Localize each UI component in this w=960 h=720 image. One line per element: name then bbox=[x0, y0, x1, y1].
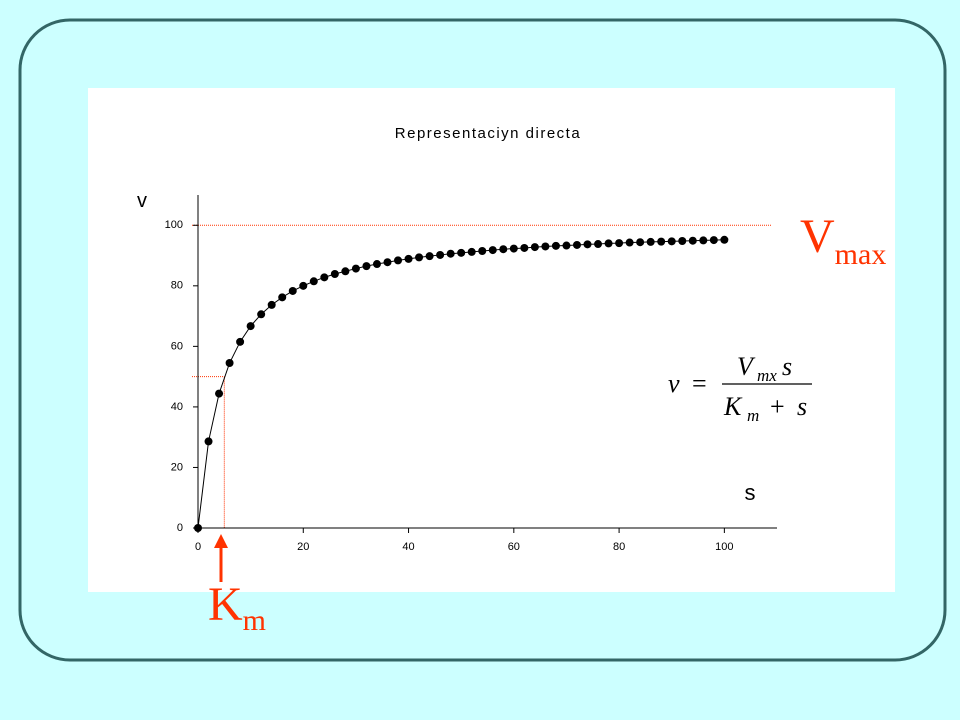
data-point bbox=[225, 359, 234, 368]
data-point bbox=[509, 244, 518, 253]
data-point bbox=[236, 337, 245, 346]
data-point bbox=[699, 236, 708, 245]
y-tick-label: 80 bbox=[171, 280, 183, 292]
eq-den-s: s bbox=[797, 392, 807, 421]
data-point bbox=[615, 239, 624, 248]
data-point bbox=[194, 524, 202, 532]
data-point bbox=[636, 238, 645, 247]
y-tick-label: 100 bbox=[165, 219, 183, 231]
km-main: K bbox=[208, 578, 243, 631]
data-point bbox=[404, 254, 413, 263]
data-point bbox=[267, 300, 276, 309]
data-point bbox=[688, 236, 697, 245]
data-point bbox=[372, 260, 381, 269]
data-point bbox=[415, 253, 424, 262]
data-point bbox=[709, 236, 718, 245]
x-tick-label: 60 bbox=[508, 541, 520, 553]
data-point bbox=[215, 389, 224, 398]
data-point bbox=[457, 248, 466, 257]
eq-den-k: K bbox=[723, 392, 743, 421]
data-point bbox=[425, 252, 434, 261]
x-tick-label: 40 bbox=[402, 541, 414, 553]
data-point bbox=[604, 239, 613, 248]
equation: v = V mx s K m + s bbox=[668, 352, 812, 425]
data-point bbox=[646, 237, 655, 246]
data-point bbox=[572, 240, 581, 249]
data-point bbox=[488, 246, 497, 255]
data-point bbox=[351, 264, 360, 273]
data-point bbox=[720, 235, 729, 244]
km-arrow-head bbox=[214, 534, 228, 548]
x-tick-label: 100 bbox=[715, 541, 733, 553]
chart-title: Representaciyn directa bbox=[395, 125, 581, 142]
data-point bbox=[530, 243, 539, 252]
data-point bbox=[583, 240, 592, 249]
data-point bbox=[436, 250, 445, 259]
eq-num-v: V bbox=[737, 352, 756, 381]
y-axis-label: v bbox=[137, 190, 147, 212]
data-point bbox=[394, 256, 403, 265]
x-tick-label: 80 bbox=[613, 541, 625, 553]
data-point bbox=[625, 238, 634, 247]
data-point bbox=[383, 258, 392, 267]
y-tick-label: 40 bbox=[171, 401, 183, 413]
data-point bbox=[520, 243, 529, 252]
data-point bbox=[551, 241, 560, 250]
data-point bbox=[678, 237, 687, 246]
km-sub: m bbox=[243, 604, 266, 637]
data-point bbox=[667, 237, 676, 246]
chart-area bbox=[88, 88, 895, 592]
data-point bbox=[309, 277, 318, 286]
vmax-main: V bbox=[800, 210, 835, 263]
eq-den-sub: m bbox=[747, 406, 759, 425]
y-tick-label: 60 bbox=[171, 340, 183, 352]
data-point bbox=[288, 286, 297, 295]
data-point bbox=[362, 262, 371, 271]
x-tick-label: 0 bbox=[195, 541, 201, 553]
data-point bbox=[541, 242, 550, 251]
y-tick-label: 0 bbox=[177, 522, 183, 534]
x-axis-label: s bbox=[745, 480, 756, 505]
km-annotation: Km bbox=[208, 578, 266, 637]
eq-den-plus: + bbox=[770, 392, 785, 421]
data-point bbox=[499, 245, 508, 254]
x-tick-label: 20 bbox=[297, 541, 309, 553]
data-point bbox=[204, 437, 213, 446]
data-point bbox=[478, 247, 487, 256]
y-tick-label: 20 bbox=[171, 461, 183, 473]
data-point bbox=[594, 240, 603, 249]
eq-sign: = bbox=[692, 369, 707, 398]
data-point bbox=[257, 310, 266, 319]
data-point bbox=[341, 267, 350, 276]
data-point bbox=[299, 281, 308, 290]
data-point bbox=[467, 247, 476, 256]
data-point bbox=[657, 237, 666, 246]
data-point bbox=[246, 322, 255, 331]
data-point bbox=[330, 270, 339, 279]
data-point bbox=[320, 273, 329, 282]
data-point bbox=[446, 249, 455, 258]
eq-lhs: v bbox=[668, 369, 680, 398]
data-point bbox=[562, 241, 571, 250]
eq-num-s: s bbox=[782, 352, 792, 381]
vmax-annotation: Vmax bbox=[800, 210, 886, 271]
data-point bbox=[278, 293, 287, 302]
vmax-sub: max bbox=[835, 238, 887, 271]
eq-num-sub: mx bbox=[757, 366, 777, 385]
